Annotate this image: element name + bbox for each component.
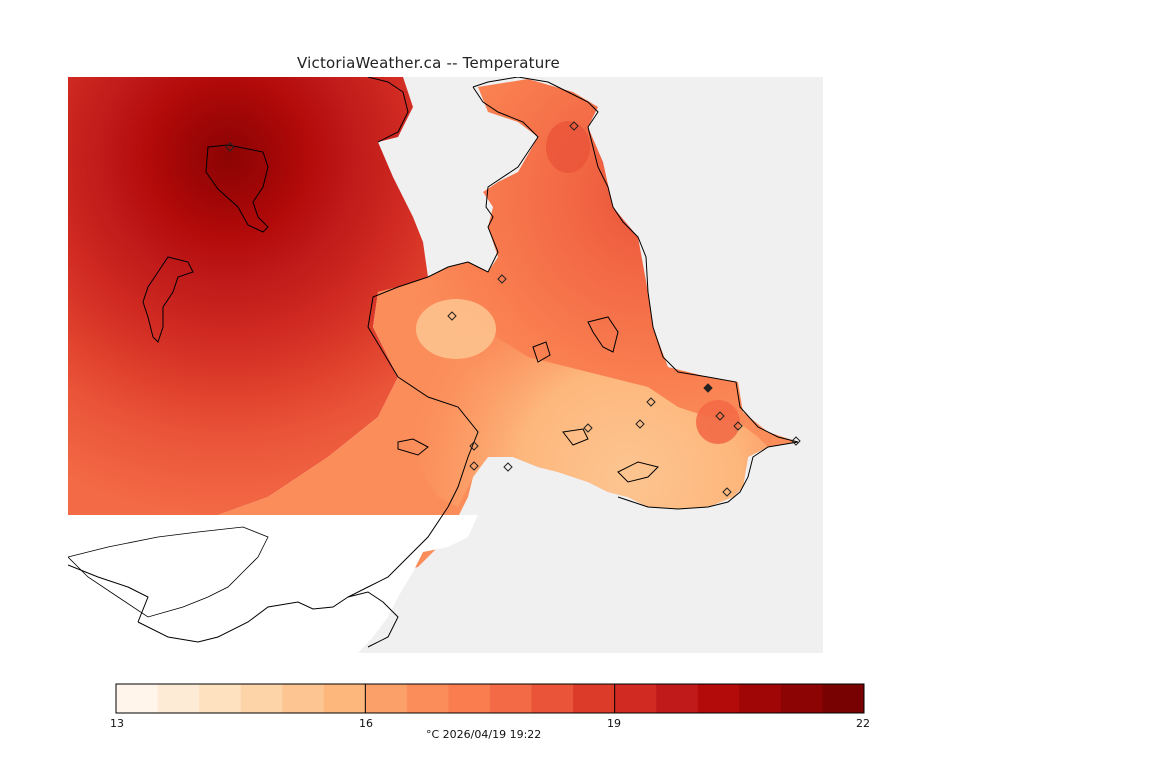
- chart-title: VictoriaWeather.ca -- Temperature: [297, 54, 560, 72]
- legend-caption: °C 2026/04/19 19:22: [426, 728, 542, 741]
- warm-spot-north: [546, 121, 590, 173]
- land-no-data-strait: [68, 526, 269, 618]
- colorbar-swatch: [573, 684, 616, 713]
- colorbar-tick-13: 13: [110, 717, 124, 730]
- coastlines: [68, 77, 799, 648]
- colorbar-swatch: [116, 684, 159, 713]
- colorbar-swatch: [780, 684, 823, 713]
- colorbar-border: [115, 683, 865, 714]
- west-temperature-field: [68, 77, 428, 515]
- colorbar-swatch: [448, 684, 491, 713]
- colorbar-swatch: [614, 684, 657, 713]
- colorbar-swatch: [531, 684, 574, 713]
- color-legend: [115, 683, 865, 714]
- colorbar-swatch: [656, 684, 699, 713]
- colorbar-tick-19: 19: [607, 717, 621, 730]
- station-markers: [225, 121, 801, 497]
- warm-spot-east: [696, 400, 740, 444]
- cool-temperature-band: [398, 317, 768, 509]
- colorbar-swatch: [490, 684, 533, 713]
- temperature-map: [68, 77, 823, 653]
- colorbar-swatch: [199, 684, 242, 713]
- colorbar-tick-16: 16: [359, 717, 373, 730]
- colorbar-swatch: [406, 684, 449, 713]
- colorbar-swatch: [240, 684, 283, 713]
- colorbar-swatch: [822, 684, 865, 713]
- colorbar-swatch: [282, 684, 325, 713]
- colorbar-tick-22: 22: [856, 717, 870, 730]
- colorbar-swatch: [157, 684, 200, 713]
- colorbar-swatch: [739, 684, 782, 713]
- cool-spot-west: [416, 299, 496, 359]
- colorbar-swatch: [365, 684, 408, 713]
- colorbar-swatch: [697, 684, 740, 713]
- colorbar-swatch: [323, 684, 366, 713]
